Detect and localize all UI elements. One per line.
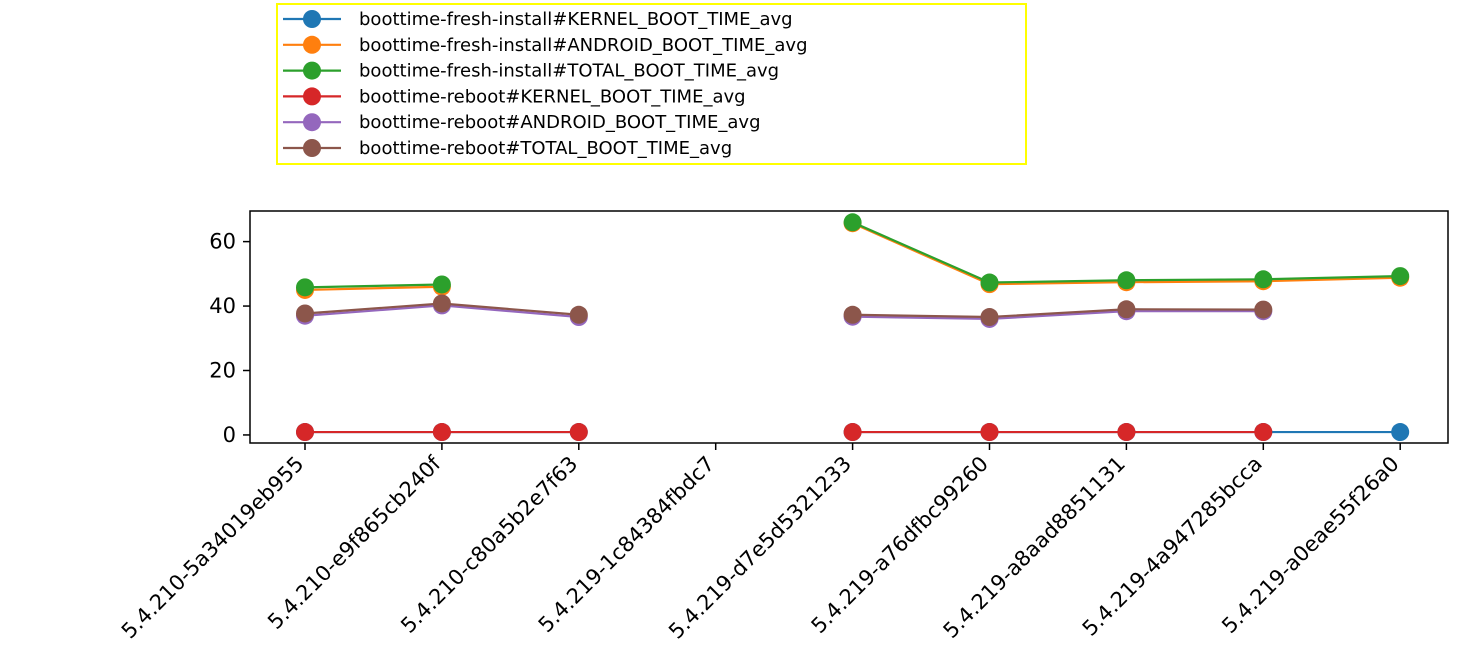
legend-marker (303, 87, 321, 106)
legend-item: boottime-reboot#ANDROID_BOOT_TIME_avg (283, 112, 761, 133)
legend: boottime-fresh-install#KERNEL_BOOT_TIME_… (276, 3, 1027, 165)
data-point (432, 423, 451, 442)
data-point (432, 294, 451, 313)
data-point (296, 423, 314, 442)
series-line (852, 310, 1264, 321)
data-point (980, 308, 999, 327)
legend-label: boottime-fresh-install#KERNEL_BOOT_TIME_… (359, 9, 793, 30)
legend-item: boottime-fresh-install#TOTAL_BOOT_TIME_a… (283, 61, 779, 82)
legend-marker (303, 139, 321, 157)
legend-label: boottime-fresh-install#TOTAL_BOOT_TIME_a… (359, 61, 779, 82)
legend-item: boottime-fresh-install#ANDROID_BOOT_TIME… (283, 35, 808, 56)
series-line (304, 285, 442, 292)
data-point (1117, 423, 1136, 442)
series-line (304, 283, 442, 289)
data-point (1391, 423, 1410, 442)
legend-label: boottime-fresh-install#ANDROID_BOOT_TIME… (359, 35, 808, 56)
series-6 (296, 294, 1273, 327)
data-point (1254, 270, 1273, 289)
data-point (296, 304, 314, 323)
data-point (569, 423, 588, 442)
legend-marker (303, 61, 321, 80)
data-point (569, 305, 588, 324)
series-4 (296, 423, 1273, 442)
data-point (1254, 423, 1273, 442)
data-point (843, 423, 862, 442)
y-tick-label: 20 (209, 359, 236, 383)
data-point (296, 278, 314, 297)
legend-marker (303, 35, 321, 54)
data-point (843, 213, 862, 232)
data-point (1117, 300, 1136, 319)
data-point (1117, 271, 1136, 290)
data-point (432, 275, 451, 294)
data-point (980, 423, 999, 442)
legend-item: boottime-reboot#KERNEL_BOOT_TIME_avg (283, 86, 746, 107)
series-line (852, 308, 1264, 319)
y-tick-label: 60 (209, 230, 236, 254)
data-point (1391, 267, 1410, 286)
y-tick-label: 0 (223, 423, 236, 447)
data-point (980, 273, 999, 292)
series-layer (296, 213, 1410, 442)
y-axis: 0 20 40 60 (209, 230, 250, 447)
legend-marker (303, 113, 321, 132)
legend-item: boottime-reboot#TOTAL_BOOT_TIME_avg (283, 138, 732, 159)
legend-marker (303, 10, 321, 28)
series-3 (296, 213, 1410, 297)
x-axis: 5.4.210-5a34019eb9555.4.210-e9f865cb240f… (117, 443, 1404, 644)
data-point (1254, 300, 1273, 319)
legend-label: boottime-reboot#TOTAL_BOOT_TIME_avg (359, 138, 732, 159)
data-point (843, 305, 862, 324)
legend-item: boottime-fresh-install#KERNEL_BOOT_TIME_… (283, 9, 793, 30)
legend-frame (276, 3, 1027, 165)
legend-label: boottime-reboot#KERNEL_BOOT_TIME_avg (359, 86, 746, 107)
plot-area (249, 210, 1449, 444)
y-tick-label: 40 (209, 294, 236, 318)
legend-label: boottime-reboot#ANDROID_BOOT_TIME_avg (359, 112, 761, 133)
